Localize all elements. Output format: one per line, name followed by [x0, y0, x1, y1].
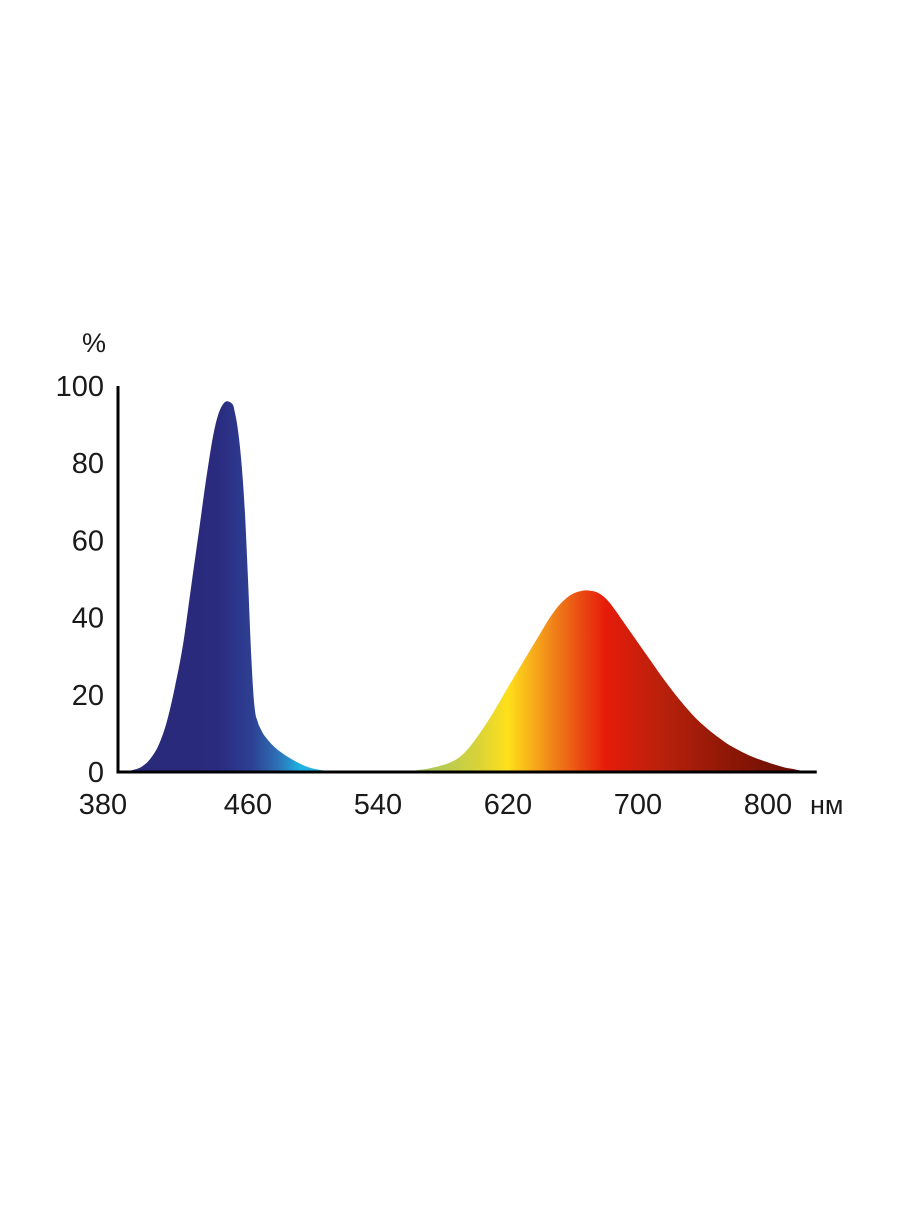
y-tick-label-80: 80	[72, 448, 104, 480]
x-tick-label-700: 700	[614, 789, 662, 821]
y-tick-labels: 0 20 40 60 80 100	[56, 371, 104, 789]
y-tick-label-100: 100	[56, 371, 104, 403]
spectrum-area	[118, 401, 817, 772]
x-axis-unit-label: нм	[810, 790, 843, 820]
axes	[116, 386, 817, 774]
x-tick-label-620: 620	[484, 789, 532, 821]
y-tick-label-20: 20	[72, 680, 104, 712]
y-tick-label-60: 60	[72, 525, 104, 557]
x-tick-labels: 380 460 540 620 700 800	[79, 789, 792, 821]
x-tick-label-460: 460	[224, 789, 272, 821]
x-tick-label-380: 380	[79, 789, 127, 821]
x-tick-label-540: 540	[354, 789, 402, 821]
x-tick-label-800: 800	[744, 789, 792, 821]
y-tick-label-40: 40	[72, 603, 104, 635]
y-axis-unit-label: %	[82, 328, 106, 358]
y-tick-label-0: 0	[88, 757, 104, 789]
